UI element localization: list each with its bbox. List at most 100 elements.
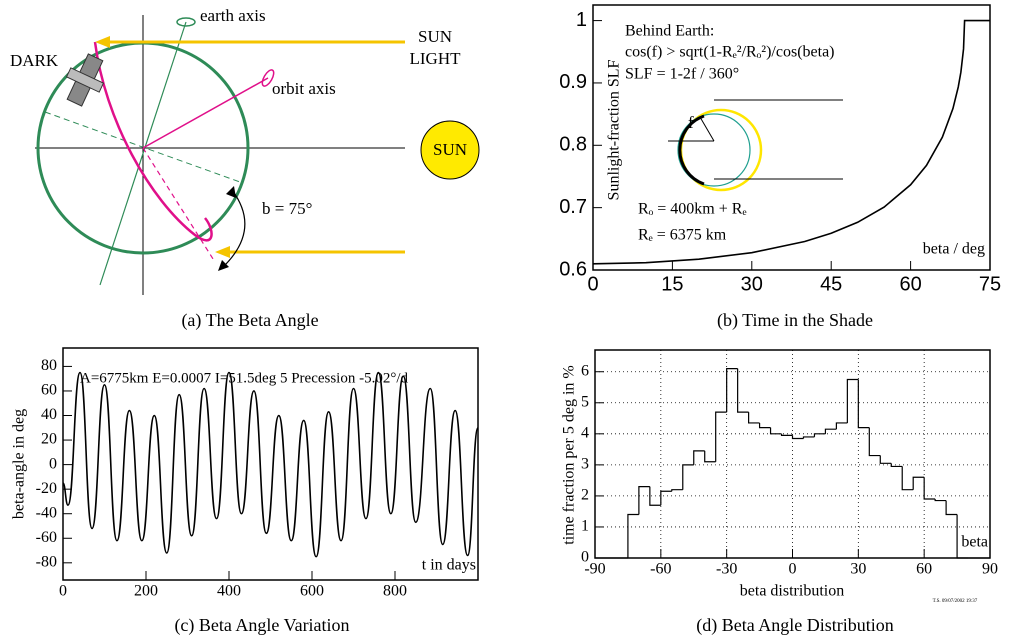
x-tick-label: 30 [741, 273, 763, 295]
y-tick-label: 5 [581, 393, 589, 410]
histogram-bin [748, 412, 760, 424]
x-tick-label: -90 [584, 561, 605, 578]
x-tick-label: 0 [789, 561, 797, 578]
x-tick-label: 800 [383, 583, 407, 600]
histogram-bin [846, 378, 859, 423]
ray [699, 116, 715, 142]
label: DARK [10, 51, 59, 70]
plot-frame [62, 347, 479, 581]
y-tick-label: 0.9 [559, 71, 587, 93]
arrow-head [215, 246, 230, 258]
annotation: Rₑ = 6375 km [638, 227, 727, 244]
histogram-bin [879, 455, 892, 464]
x-tick-label: 30 [850, 561, 866, 578]
y-tick-label: 2 [581, 487, 589, 504]
arrow-head [218, 260, 229, 271]
caption: (b) Time in the Shade [717, 310, 873, 331]
x-tick-label: 75 [979, 273, 1001, 295]
histogram-bin [857, 379, 870, 429]
histogram-bin [934, 499, 947, 502]
axis-marker [176, 17, 196, 27]
histogram-bin [945, 500, 958, 516]
y-tick-label: 0 [581, 549, 589, 566]
y-tick-label: -40 [36, 504, 57, 521]
y-tick-label: 6 [581, 362, 589, 379]
histogram-bin [802, 436, 815, 439]
angle-arc [221, 189, 246, 269]
arrow-head [226, 186, 236, 198]
histogram-bin [649, 486, 661, 506]
x-tick-label: -60 [650, 561, 671, 578]
annotation: SLF = 1-2f / 360° [625, 66, 739, 83]
histogram-bin [780, 433, 793, 436]
shade-arc [678, 114, 705, 186]
y-axis-label: beta-angle in deg [11, 409, 28, 519]
y-tick-label: 1 [576, 9, 587, 31]
x-tick-label: 400 [217, 583, 241, 600]
arrow-head [95, 36, 110, 48]
label: orbit axis [272, 79, 336, 98]
histogram-bin [660, 490, 672, 506]
histogram-bin [912, 476, 925, 490]
annotation: f [688, 113, 694, 132]
beta-angle-diagram: earth axis SUN LIGHT DARK orbit axis SUN… [10, 6, 480, 331]
plot-frame [592, 4, 991, 271]
x-tick-label: 60 [916, 561, 932, 578]
y-tick-label: 0 [49, 455, 57, 472]
y-axis-label: time fraction per 5 deg in % [561, 365, 578, 545]
x-tick-label: 0 [59, 583, 67, 600]
y-tick-label: 40 [41, 406, 57, 423]
label: SUN [418, 27, 452, 46]
x-tick-label: 200 [134, 583, 158, 600]
orbit [93, 41, 213, 242]
histogram-bin [715, 411, 727, 462]
y-tick-label: 3 [581, 456, 589, 473]
histogram-bin [901, 466, 914, 491]
annotation: Behind Earth: [625, 23, 714, 40]
histogram-bin [638, 485, 650, 515]
annotation: cos(f) > sqrt(1-Rₑ²/Rₒ²)/cos(beta) [625, 44, 835, 61]
histogram-bin [824, 428, 837, 434]
histogram-bin [627, 513, 639, 558]
equator [44, 111, 241, 183]
histogram-bin [813, 433, 826, 437]
y-tick-label: -80 [36, 553, 57, 570]
histogram-bin [769, 427, 782, 435]
annotation: beta [961, 534, 988, 551]
y-tick-label: 20 [41, 431, 57, 448]
x-axis-label: beta distribution [740, 583, 844, 600]
histogram-bin [726, 368, 738, 413]
x-axis-label: beta / deg [923, 241, 985, 258]
y-tick-label: 80 [41, 357, 57, 374]
data-line [592, 19, 990, 265]
x-tick-label: 600 [300, 583, 324, 600]
y-tick-label: 0.8 [559, 134, 587, 156]
x-tick-label: -30 [716, 561, 737, 578]
data-line [62, 371, 479, 558]
shade-sketch [668, 99, 843, 192]
histogram-bin [704, 450, 716, 463]
label: SUN [433, 140, 467, 159]
histogram-bin [693, 450, 705, 465]
x-tick-label: 15 [661, 273, 683, 295]
x-tick-label: 90 [982, 561, 998, 578]
x-axis-label: t in days [422, 557, 476, 574]
chart-title: A=6775km E=0.0007 I=51.5deg 5 Precession… [80, 370, 409, 386]
histogram-bin [671, 489, 683, 492]
annotation: T.S. 09/07/2002 19:37 [933, 599, 978, 604]
caption: (a) The Beta Angle [181, 310, 318, 331]
histogram-bin [868, 427, 881, 457]
truss [65, 67, 105, 93]
histogram-bin [758, 422, 771, 429]
y-tick-label: 60 [41, 382, 57, 399]
y-tick-label: 0.6 [559, 258, 587, 280]
histogram-bin [890, 463, 903, 468]
orbit-axis [142, 77, 269, 149]
histogram-bin [682, 464, 694, 490]
x-tick-label: 45 [820, 273, 842, 295]
histogram-bin [923, 477, 936, 500]
annotation: Rₒ = 400km + Rₑ [638, 201, 747, 218]
label: earth axis [200, 6, 266, 25]
histogram-bin [737, 368, 749, 413]
